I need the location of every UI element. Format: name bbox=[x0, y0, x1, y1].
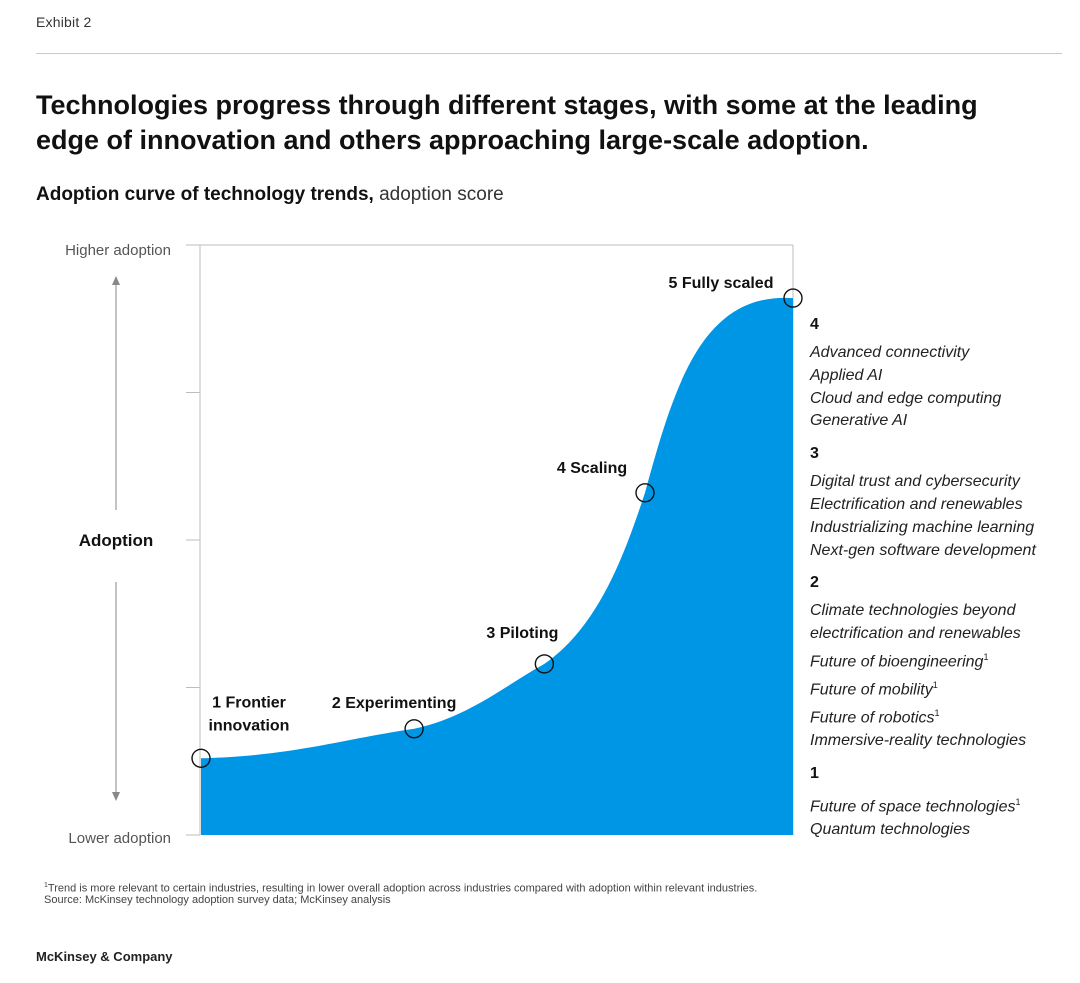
stage-marker bbox=[404, 719, 424, 739]
legend-item: electrification and renewables bbox=[810, 625, 1021, 643]
chart-title-text: Adoption curve of technology trends, bbox=[36, 184, 374, 205]
y-axis-bottom-label: Lower adoption bbox=[68, 830, 171, 847]
stage-marker bbox=[635, 483, 655, 503]
legend-item: Future of bioengineering1 bbox=[810, 651, 989, 671]
legend-item: Future of mobility1 bbox=[810, 680, 938, 699]
exhibit-label: Exhibit 2 bbox=[36, 14, 92, 30]
headline: Technologies progress through different … bbox=[36, 90, 978, 155]
legend-item: Immersive-reality technologies bbox=[810, 732, 1027, 750]
y-axis-labels: Higher adoption Adoption Lower adoption bbox=[65, 242, 171, 847]
stage-marker bbox=[783, 288, 803, 308]
legend-group-number: 3 bbox=[810, 445, 819, 463]
chart-title: Adoption curve of technology trends, ado… bbox=[36, 184, 504, 206]
y-axis-ticks bbox=[186, 244, 200, 836]
adoption-curve-area bbox=[201, 297, 793, 835]
arrow-up-head bbox=[112, 276, 120, 285]
legend-item: Generative AI bbox=[810, 412, 908, 430]
legend-group: 3 Digital trust and cybersecurity Electrif… bbox=[810, 443, 1078, 562]
legend-group: 2 Climate technologies beyond electrificat… bbox=[810, 572, 1078, 753]
footnote-marker: 1 bbox=[932, 680, 938, 691]
stage-markers: 1 Frontier innovation 2 Experimenting 3 Pil… bbox=[191, 275, 803, 768]
footnote-text: Trend is more relevant to certain indust… bbox=[47, 882, 758, 895]
legend-group: 1 Future of space technologies1 Quantum te… bbox=[810, 763, 1078, 842]
legend-item: Industrializing machine learning bbox=[810, 518, 1035, 536]
stage-marker bbox=[191, 748, 211, 768]
legend-item: Cloud and edge computing bbox=[810, 389, 1002, 407]
legend-group-number: 4 bbox=[810, 316, 819, 333]
y-axis-top-label: Higher adoption bbox=[65, 242, 171, 259]
stage-legend: 4 Advanced connectivity Applied AI Cloud an… bbox=[810, 314, 1078, 852]
y-axis-middle-label: Adoption bbox=[79, 531, 154, 550]
stage-label: 4 Scaling bbox=[557, 460, 627, 477]
legend-item: Digital trust and cybersecurity bbox=[810, 473, 1020, 491]
legend-item: Quantum technologies bbox=[810, 821, 971, 839]
footnote-marker: 1 bbox=[1015, 797, 1021, 808]
legend-item: Advanced connectivity bbox=[810, 344, 970, 361]
footnote-marker: 1 bbox=[934, 708, 940, 719]
source-note: Source: McKinsey technology adoption sur… bbox=[44, 894, 391, 906]
stage-label: 3 Piloting bbox=[486, 625, 558, 642]
footnote-marker: 1 bbox=[44, 882, 48, 889]
legend-item: Climate technologies beyond bbox=[810, 602, 1016, 620]
brand-name: McKinsey & Company bbox=[36, 949, 173, 964]
legend-item: Next-gen software development bbox=[810, 541, 1036, 559]
legend-item: Future of space technologies1 bbox=[810, 797, 1021, 816]
legend-item: Applied AI bbox=[810, 366, 883, 384]
top-divider bbox=[36, 53, 1062, 54]
chart-title-unit: adoption score bbox=[379, 184, 504, 205]
stage-label: innovation bbox=[209, 717, 290, 734]
stage-label: 1 Frontier bbox=[212, 694, 286, 711]
footnote: 1Trend is more relevant to certain indus… bbox=[44, 878, 757, 897]
legend-group-number: 2 bbox=[810, 574, 819, 592]
arrow-down-head bbox=[112, 792, 120, 801]
legend-group: 4 Advanced connectivity Applied AI Cloud an… bbox=[810, 314, 1078, 433]
legend-item: Electrification and renewables bbox=[810, 495, 1023, 513]
stage-label: 5 Fully scaled bbox=[669, 275, 774, 292]
legend-item: Future of robotics1 bbox=[810, 708, 940, 727]
stage-marker bbox=[534, 654, 555, 674]
stage-label: 2 Experimenting bbox=[332, 695, 456, 712]
footnote-marker: 1 bbox=[983, 651, 989, 662]
legend-group-number: 1 bbox=[810, 765, 819, 783]
